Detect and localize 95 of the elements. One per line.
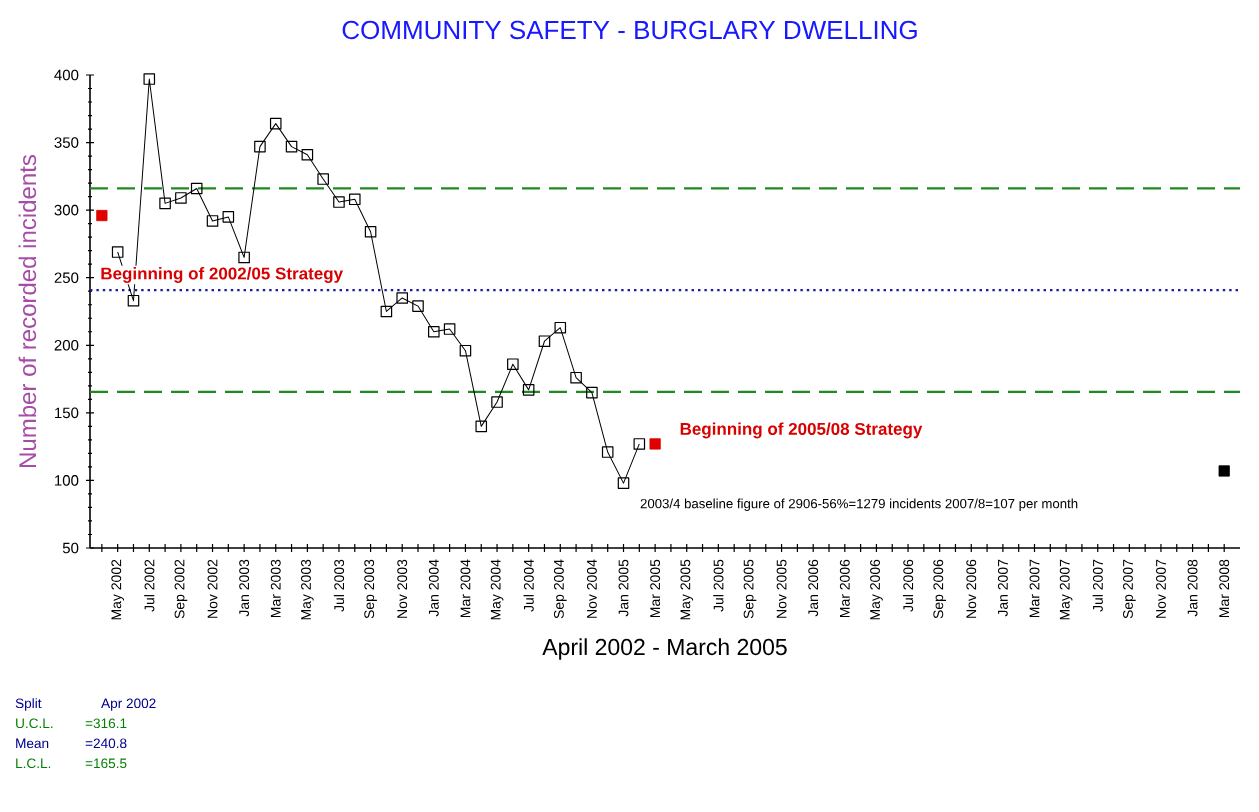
point xyxy=(601,446,614,458)
x-tick-label: Sep 2005 xyxy=(743,559,757,619)
point xyxy=(175,192,187,204)
x-tick-label: May 2002 xyxy=(111,559,125,620)
x-tick-label: Nov 2002 xyxy=(207,559,218,618)
x-tick-label: May 2007 xyxy=(1059,559,1073,620)
point xyxy=(1218,465,1230,477)
point xyxy=(206,215,219,227)
point xyxy=(190,182,203,195)
y-tick-label: 300 xyxy=(54,204,79,216)
y-tick-label: 200 xyxy=(54,339,79,351)
point xyxy=(428,325,440,338)
x-tick-label: May 2006 xyxy=(870,559,883,620)
y-axis-title: Number of recorded incidents xyxy=(18,155,37,467)
x-tick-label: Mar 2003 xyxy=(270,559,281,618)
y-tick-label: 100 xyxy=(55,475,79,486)
x-tick-label: Sep 2006 xyxy=(933,559,947,619)
x-tick-label: Sep 2003 xyxy=(364,559,377,619)
text: =240.8 xyxy=(85,738,127,749)
text: Mean xyxy=(16,738,49,749)
point xyxy=(443,323,456,335)
x-tick-label: Nov 2007 xyxy=(1156,559,1166,618)
point xyxy=(143,73,156,85)
point xyxy=(617,477,630,489)
x-tick-label: Sep 2004 xyxy=(553,559,567,619)
x-tick-label: Mar 2007 xyxy=(1029,559,1040,618)
x-tick-label: Sep 2002 xyxy=(174,559,188,619)
x-tick-label: May 2004 xyxy=(490,559,504,620)
point xyxy=(96,209,108,222)
x-tick-label: Jan 2007 xyxy=(997,559,1008,617)
point xyxy=(285,140,298,153)
point xyxy=(301,148,314,161)
x-tick-label: Jul 2002 xyxy=(144,559,155,612)
x-tick-label: Jul 2006 xyxy=(902,559,914,612)
x-axis-title: April 2002 - March 2005 xyxy=(542,638,787,660)
point xyxy=(333,196,345,208)
point xyxy=(364,225,377,238)
x-tick-label: Jul 2005 xyxy=(713,559,724,612)
x-tick-label: Jan 2005 xyxy=(618,559,629,617)
text: U.C.L. xyxy=(16,718,53,729)
point xyxy=(380,305,393,318)
point xyxy=(522,384,535,396)
x-tick-label: Jul 2003 xyxy=(333,559,345,612)
y-tick-label: 150 xyxy=(55,407,79,419)
x-tick-label: May 2005 xyxy=(680,559,694,620)
x-tick-label: Jan 2008 xyxy=(1187,559,1198,617)
x-tick-label: Nov 2006 xyxy=(966,559,977,618)
point xyxy=(396,292,409,304)
text: =316.1 xyxy=(85,718,127,729)
text: =165.5 xyxy=(85,758,127,769)
point xyxy=(633,438,646,450)
point xyxy=(317,173,329,185)
point xyxy=(159,197,171,210)
point xyxy=(586,386,598,399)
point xyxy=(649,438,661,450)
text: Apr 2002 xyxy=(101,698,156,711)
point xyxy=(538,335,551,348)
x-tick-label: Sep 2007 xyxy=(1123,559,1136,619)
point xyxy=(111,246,124,258)
annotation: 2003/4 baseline figure of 2906-56%=1279 incidents 2007/8=107 per month xyxy=(640,498,1078,511)
point xyxy=(554,321,567,334)
x-tick-label: Jan 2004 xyxy=(428,559,439,617)
text: L.C.L. xyxy=(16,758,51,769)
annotation: Beginning of 2005/08 Strategy xyxy=(680,422,923,439)
x-tick-label: Nov 2005 xyxy=(776,559,787,618)
point xyxy=(570,371,582,384)
x-tick-label: Mar 2008 xyxy=(1219,559,1230,618)
chart-title: COMMUNITY SAFETY - BURGLARY DWELLING xyxy=(342,20,917,40)
point xyxy=(491,396,503,408)
annotation: Beginning of 2002/05 Strategy xyxy=(101,267,343,283)
x-tick-label: Jan 2003 xyxy=(239,559,250,617)
point xyxy=(459,344,472,357)
x-tick-label: Nov 2003 xyxy=(397,559,408,618)
point xyxy=(222,211,235,223)
x-tick-label: Mar 2004 xyxy=(460,559,471,618)
x-tick-label: Jul 2004 xyxy=(523,559,534,612)
text: Split xyxy=(15,698,42,711)
point xyxy=(269,117,282,130)
y-tick-label: 50 xyxy=(62,542,79,554)
y-tick-label: 250 xyxy=(54,272,79,284)
y-tick-label: 350 xyxy=(54,137,79,148)
x-tick-label: Nov 2004 xyxy=(586,559,597,618)
point xyxy=(507,358,519,370)
point xyxy=(412,300,424,312)
x-tick-label: May 2003 xyxy=(301,559,314,620)
x-tick-label: Jan 2006 xyxy=(808,559,819,617)
point xyxy=(127,294,140,307)
point xyxy=(348,193,361,206)
point xyxy=(254,140,266,153)
x-tick-label: Jul 2007 xyxy=(1092,559,1103,612)
x-tick-label: Mar 2006 xyxy=(839,559,850,618)
y-tick-label: 400 xyxy=(54,69,79,81)
x-tick-label: Mar 2005 xyxy=(650,559,661,618)
point xyxy=(475,420,488,433)
point xyxy=(238,251,250,264)
